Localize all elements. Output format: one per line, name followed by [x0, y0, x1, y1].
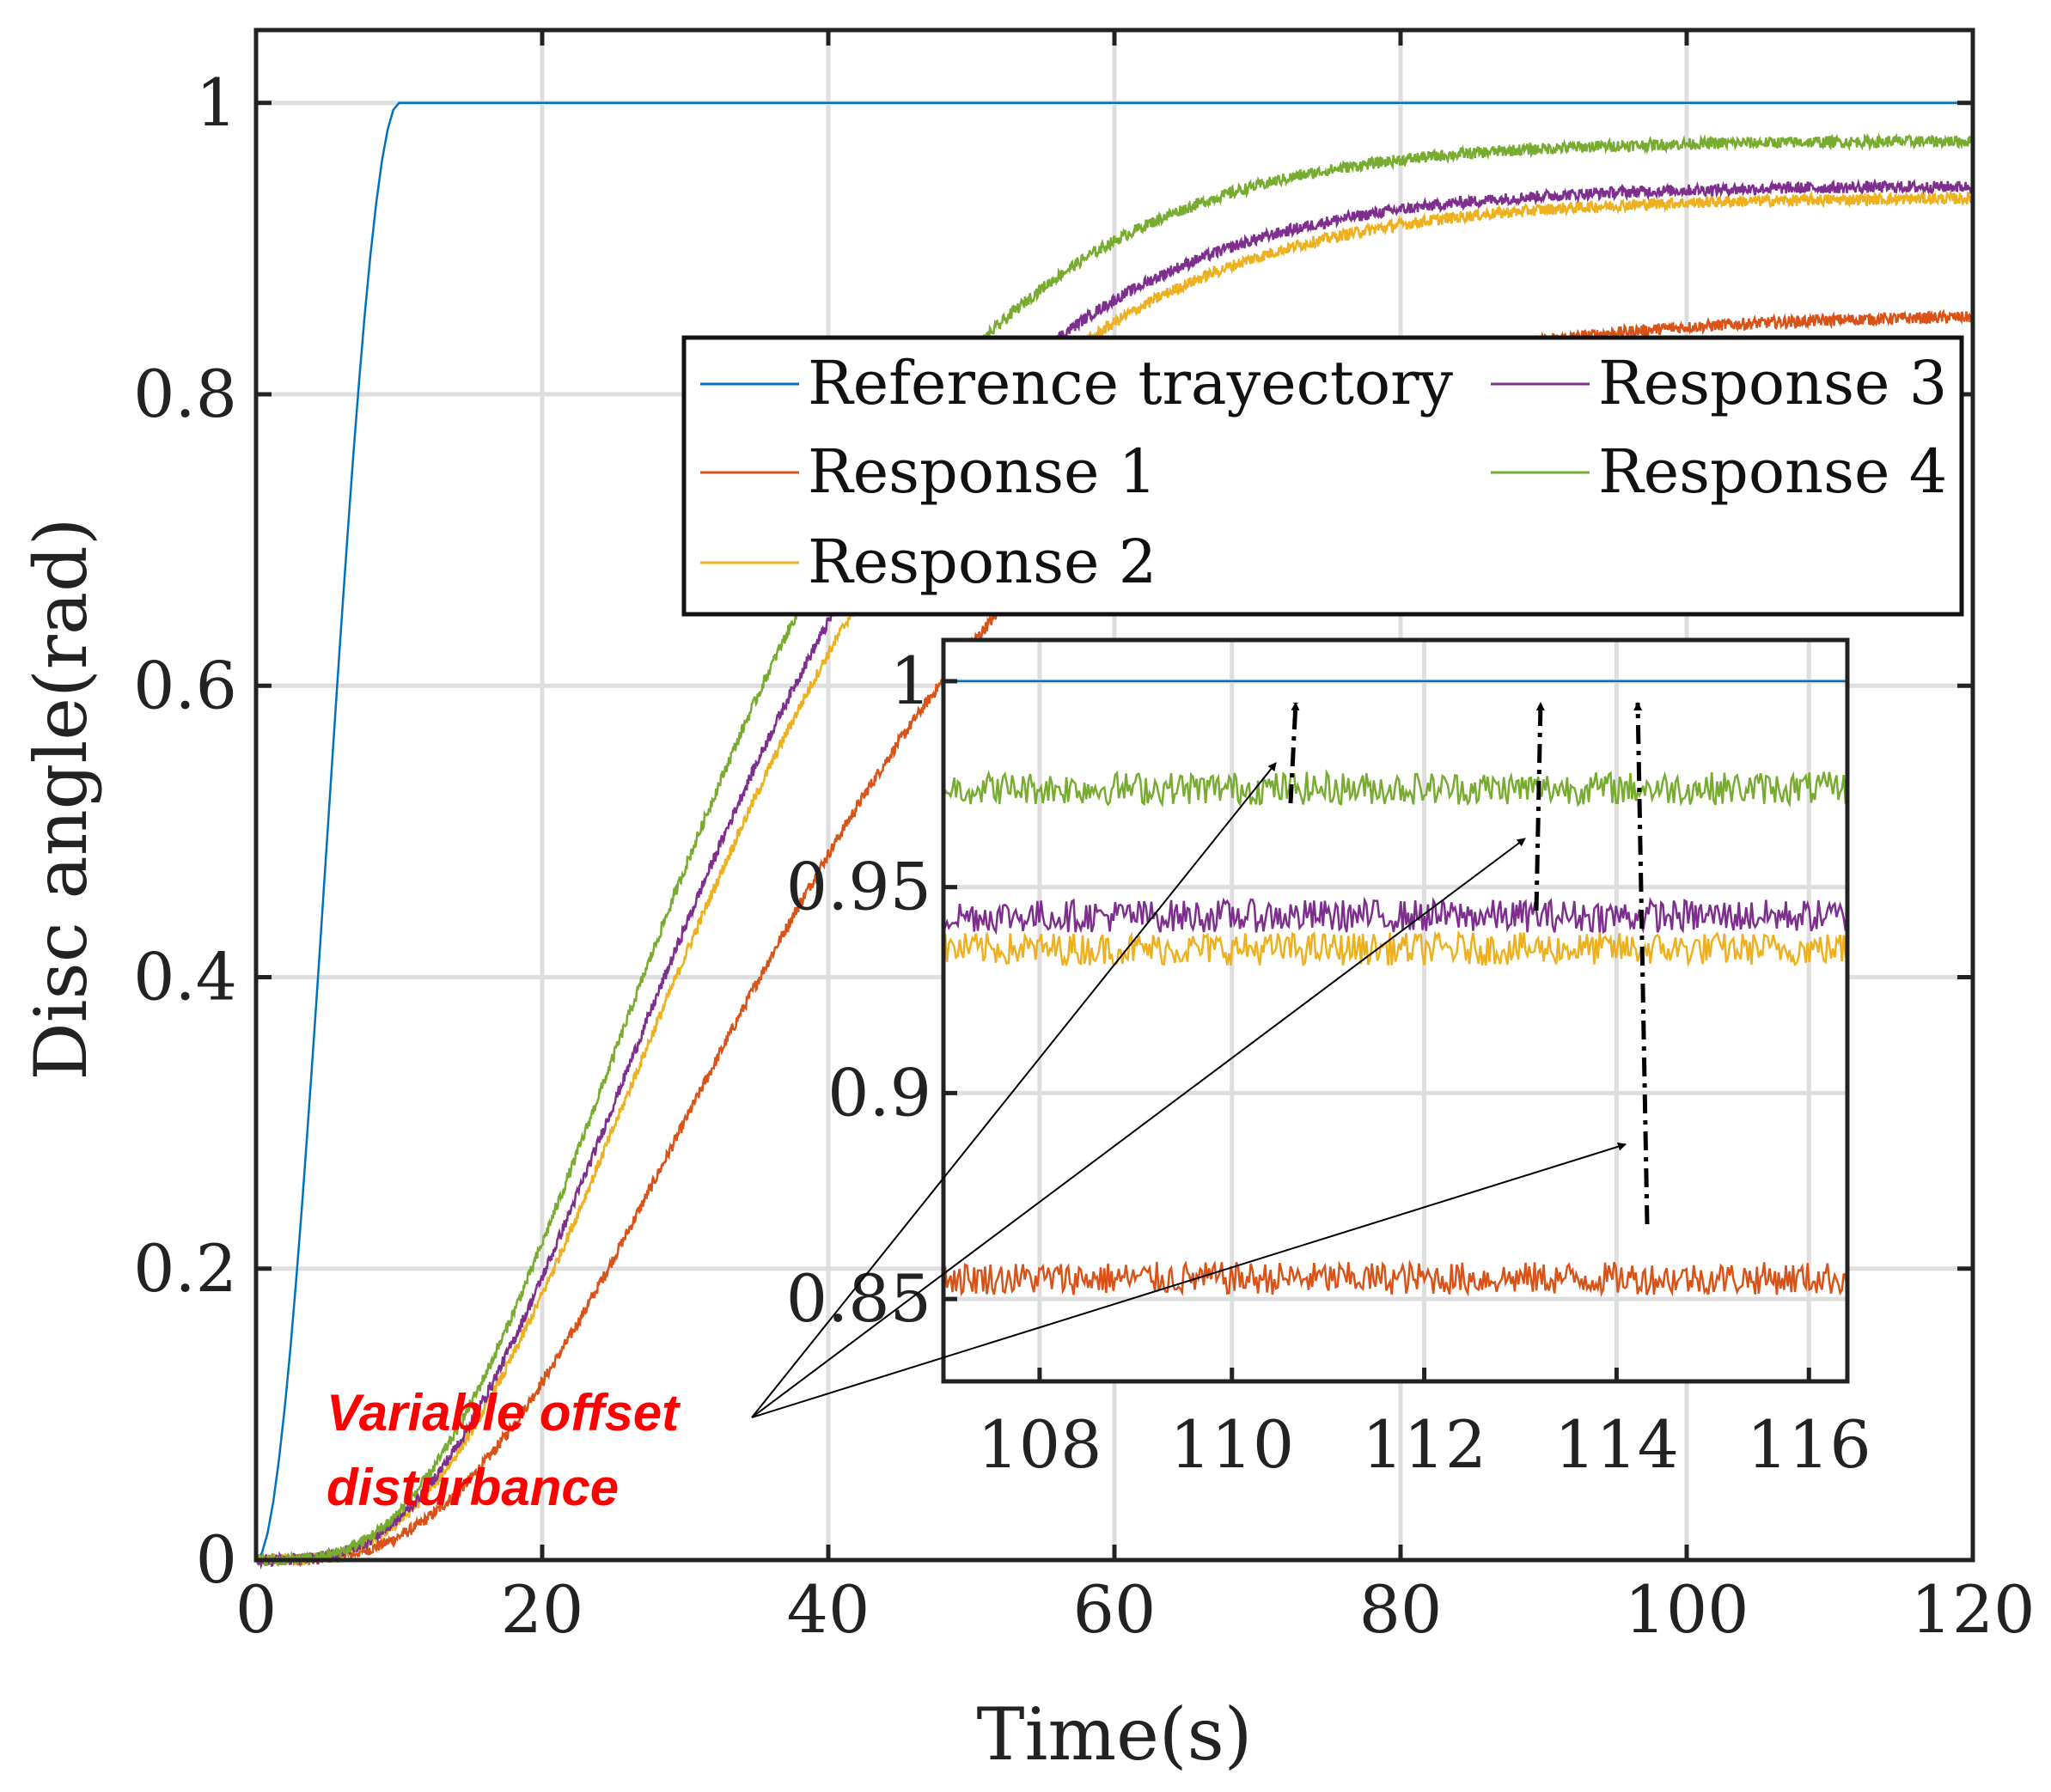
x-tick-label-100: 100: [1624, 1571, 1749, 1648]
series-line-response-4: [254, 131, 1974, 1568]
annotation-pointer-2: [751, 838, 1526, 1418]
legend-entry-response-3: Response 3: [1491, 348, 1947, 418]
inset-y-tick-label-0.9: 0.9: [827, 1054, 931, 1131]
legend-entry-response-1: Response 1: [700, 436, 1157, 507]
inset-background: [943, 640, 1847, 1381]
y-tick-label-1: 1: [196, 64, 237, 141]
inset-ticks: 108 110 112 114 116 0.85 0.9 0.95 1: [786, 643, 1871, 1483]
legend-label-response-1: Response 1: [808, 436, 1157, 507]
legend-label-response-4: Response 4: [1598, 436, 1947, 507]
x-tick-label-60: 60: [1073, 1571, 1157, 1648]
legend-label-response-3: Response 3: [1598, 348, 1947, 418]
x-tick-label-40: 40: [787, 1571, 870, 1648]
x-axis-label: Time(s): [977, 1692, 1253, 1777]
inset-y-tick-label-1: 1: [890, 643, 931, 719]
annotation-pointer-3: [751, 1142, 1627, 1418]
x-tick-label-20: 20: [501, 1571, 584, 1648]
inset-frame: [941, 637, 1850, 1384]
y-tick-label-0.2: 0.2: [133, 1230, 237, 1307]
y-axis-label: Disc angle(rad): [19, 517, 103, 1080]
legend-label-reference: Reference trayectory: [808, 348, 1454, 418]
legend-entry-response-4: Response 4: [1491, 436, 1947, 507]
offset-arrows: [1288, 702, 1650, 1225]
offset-arrow-response-4: [1288, 702, 1300, 804]
legend-label-response-2: Response 2: [808, 527, 1157, 597]
disturbance-annotation: Variable offset disturbance: [327, 762, 1627, 1516]
x-tick-label-80: 80: [1359, 1571, 1443, 1648]
inset-series-line-response-3: [942, 896, 1849, 936]
legend: Reference trayectory Response 1 Response…: [681, 335, 1964, 617]
inset-y-tick-label-0.85: 0.85: [786, 1260, 931, 1337]
annotation-pointer-1: [751, 762, 1277, 1418]
inset-y-tick-label-0.95: 0.95: [786, 849, 931, 925]
inset-x-tick-label-110: 110: [1169, 1406, 1294, 1483]
x-tick-label-120: 120: [1910, 1571, 2035, 1648]
inset-chart: 108 110 112 114 116 0.85 0.9 0.95 1: [786, 637, 1871, 1483]
y-tick-label-0.8: 0.8: [133, 356, 237, 432]
y-tick-label-0: 0: [196, 1521, 237, 1598]
inset-x-tick-label-108: 108: [977, 1406, 1102, 1483]
inset-series-line-response-2: [942, 930, 1849, 968]
inset-x-tick-label-112: 112: [1362, 1406, 1486, 1483]
y-tick-label-0.6: 0.6: [133, 647, 237, 723]
inset-series-line-response-4: [942, 769, 1849, 808]
annotation-text-line-1: Variable offset: [327, 1384, 681, 1442]
series-line-reference-trayectory: [255, 101, 1973, 1561]
series-line-response-3: [254, 178, 1974, 1570]
legend-entry-reference: Reference trayectory: [700, 348, 1454, 418]
inset-x-tick-label-114: 114: [1554, 1406, 1679, 1483]
main-ticks: 0 20 40 60 80 100 120 0 0.2 0.4 0.6 0.8 1: [133, 30, 2036, 1648]
inset-x-tick-label-116: 116: [1747, 1406, 1871, 1483]
offset-arrow-response-1: [1633, 702, 1650, 1225]
y-tick-label-0.4: 0.4: [133, 939, 237, 1015]
legend-box: [681, 335, 1964, 617]
x-tick-label-0: 0: [235, 1571, 277, 1648]
inset-series: [942, 680, 1849, 1298]
annotation-text-line-2: disturbance: [327, 1459, 619, 1516]
inset-series-line-response-1: [942, 1259, 1849, 1298]
legend-entry-response-2: Response 2: [700, 527, 1157, 597]
series-line-response-2: [255, 189, 1975, 1566]
